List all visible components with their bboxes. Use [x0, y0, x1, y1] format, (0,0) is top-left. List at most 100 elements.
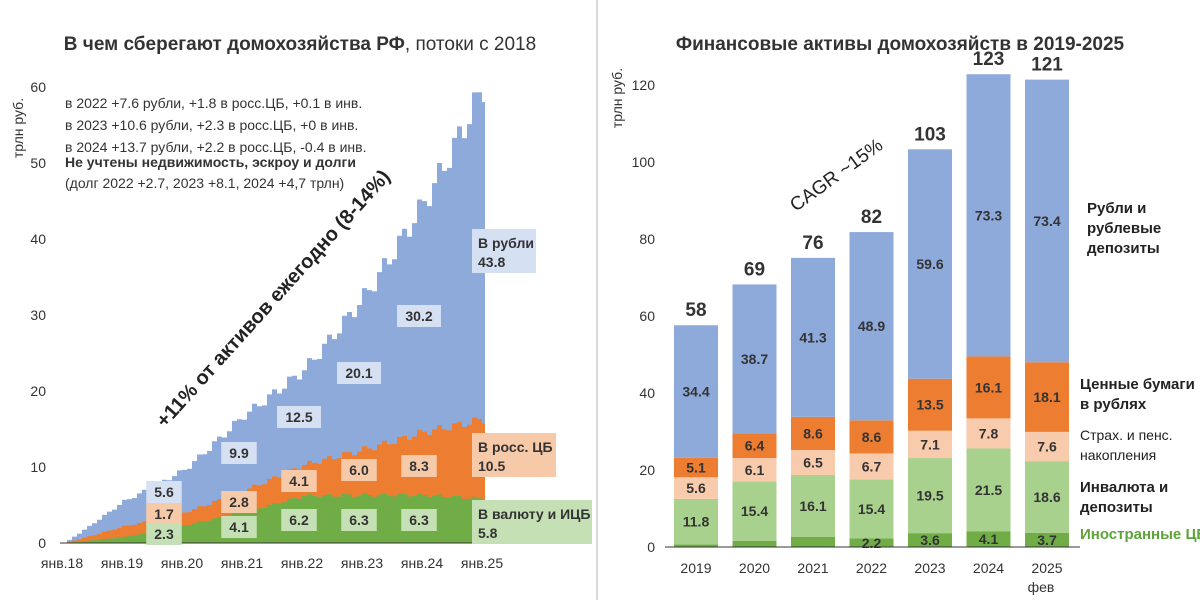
x-tick-label: янв.25 [461, 555, 503, 571]
legend-box-rub-bg [472, 229, 536, 273]
seg-securities-label: 6.4 [745, 438, 765, 454]
legend-ins: Страх. и пенс. накопления [1080, 427, 1173, 463]
legend-box-cb: В росс. ЦБ 10.5 [472, 433, 556, 477]
legend-box-rub-value: 43.8 [478, 254, 505, 270]
label-fx-2023-bg [341, 509, 377, 531]
label-cb-2020-bg [146, 503, 182, 525]
seg-fx-label: 18.6 [1033, 489, 1060, 505]
x-tick-label: 2019 [680, 560, 711, 576]
right-chart: Финансовые активы домохозяйств в 2019-20… [609, 34, 1200, 595]
seg-foreign-cb [908, 533, 952, 547]
label-rub-2020-bg [146, 481, 182, 503]
bar-total-label: 76 [802, 233, 823, 254]
seg-securities [908, 378, 952, 431]
bar-total-label: 103 [914, 124, 946, 145]
seg-fx-label: 19.5 [916, 488, 943, 504]
x-tick-label: 2021 [797, 560, 828, 576]
y-tick-label: 10 [30, 459, 46, 475]
bar-total-label: 69 [744, 259, 765, 280]
label-fx-2021: 4.1 [229, 519, 249, 535]
cagr-annotation: CAGR ~15% [786, 135, 887, 216]
legend-box-rub: В рубли 43.8 [472, 229, 536, 273]
left-y-axis-label: трлн руб. [10, 98, 26, 158]
seg-rub-label: 38.7 [741, 351, 768, 367]
label-cb-2020: 1.7 [154, 506, 174, 522]
right-chart-title: Финансовые активы домохозяйств в 2019-20… [676, 34, 1125, 55]
label-rub-2024-bg [397, 305, 441, 327]
right-y-axis-label: трлн руб. [609, 68, 625, 128]
seg-insurance-label: 5.6 [686, 480, 706, 496]
seg-insurance [849, 453, 894, 480]
label-rub-2022: 12.5 [285, 409, 312, 425]
seg-rub [966, 74, 1011, 357]
y-tick-label: 120 [632, 77, 656, 93]
label-rub-2023: 20.1 [345, 365, 372, 381]
seg-fx-label: 21.5 [975, 482, 1002, 498]
seg-insurance [674, 477, 718, 499]
label-cb-2021-bg [221, 491, 257, 513]
right-stacked-bars: 11.8 5.6 5.1 34.4 58 15.4 6.1 6.4 38.7 69 16.1 6.5 8… [674, 49, 1069, 551]
seg-rub [732, 284, 777, 434]
seg-insurance [908, 430, 952, 459]
label-rub-2021: 9.9 [229, 445, 249, 461]
seg-fx [791, 475, 835, 537]
y-tick-label: 0 [38, 535, 46, 551]
seg-insurance-label: 7.8 [979, 425, 999, 441]
seg-rub [791, 257, 835, 417]
legend-box-cb-label: В росс. ЦБ [478, 439, 553, 455]
seg-fx [674, 498, 718, 545]
seg-fx [966, 448, 1011, 532]
x-tick-label: 2024 [973, 560, 1004, 576]
seg-insurance [966, 418, 1011, 449]
label-fx-2020: 2.3 [154, 526, 174, 542]
x-tick-label: 2022 [856, 560, 887, 576]
seg-securities [966, 356, 1011, 419]
legend-box-rub-label: В рубли [478, 235, 534, 251]
seg-securities [849, 420, 894, 454]
label-fx-2024-bg [401, 509, 437, 531]
left-chart: В чем сберегают домохозяйства РФ, потоки… [10, 34, 592, 571]
legend-rub: Рубли и рублевые депозиты [1087, 200, 1161, 257]
seg-foreign-cb-label: 4.1 [979, 531, 999, 547]
legend-box-cb-value: 10.5 [478, 458, 505, 474]
seg-securities [791, 416, 835, 450]
seg-foreign-cb-label: 3.6 [920, 532, 940, 548]
seg-rub [1025, 79, 1069, 363]
legend-sec: Ценные бумаги в рублях [1080, 376, 1195, 413]
note-excluded: Не учтены недвижимость, эскроу и долги [65, 154, 356, 170]
seg-fx-label: 15.4 [858, 501, 885, 517]
seg-securities [732, 433, 777, 459]
legend-box-fx-label: В валюту и ИЦБ [478, 506, 590, 522]
label-fx-2024: 6.3 [409, 512, 429, 528]
legend-box-fx-bg [472, 500, 592, 544]
note-debt: (долг 2022 +2.7, 2023 +8.1, 2024 +4,7 тр… [65, 175, 344, 191]
y-tick-label: 40 [639, 385, 655, 401]
seg-insurance [1025, 431, 1069, 462]
x-tick-label: янв.18 [41, 555, 83, 571]
seg-rub [908, 149, 952, 379]
label-cb-2022: 4.1 [289, 473, 309, 489]
bar-total-label: 82 [861, 207, 882, 228]
area-rub [62, 86, 485, 544]
label-cb-2023: 6.0 [349, 462, 369, 478]
y-tick-label: 50 [30, 155, 46, 171]
seg-insurance-label: 6.1 [745, 462, 765, 478]
label-rub-2022-bg [277, 406, 321, 428]
seg-rub-label: 73.3 [975, 207, 1002, 223]
seg-insurance-label: 7.1 [920, 436, 940, 452]
y-tick-label: 40 [30, 231, 46, 247]
label-cb-2024-bg [401, 455, 437, 477]
seg-foreign-cb [791, 536, 835, 547]
label-cb-2023-bg [341, 459, 377, 481]
label-rub-2023-bg [337, 362, 381, 384]
seg-rub-label: 59.6 [916, 256, 943, 272]
y-tick-label: 0 [647, 539, 655, 555]
left-notes: в 2022 +7.6 рубли, +1.8 в росс.ЦБ, +0.1 … [65, 95, 366, 191]
bar-total-label: 123 [973, 49, 1005, 70]
seg-rub-label: 48.9 [858, 318, 885, 334]
x-tick-label: 2023 [914, 560, 945, 576]
seg-rub-label: 73.4 [1033, 213, 1060, 229]
x-tick-sub-2025: фев [1028, 579, 1055, 595]
legend-box-cb-bg [472, 433, 556, 477]
